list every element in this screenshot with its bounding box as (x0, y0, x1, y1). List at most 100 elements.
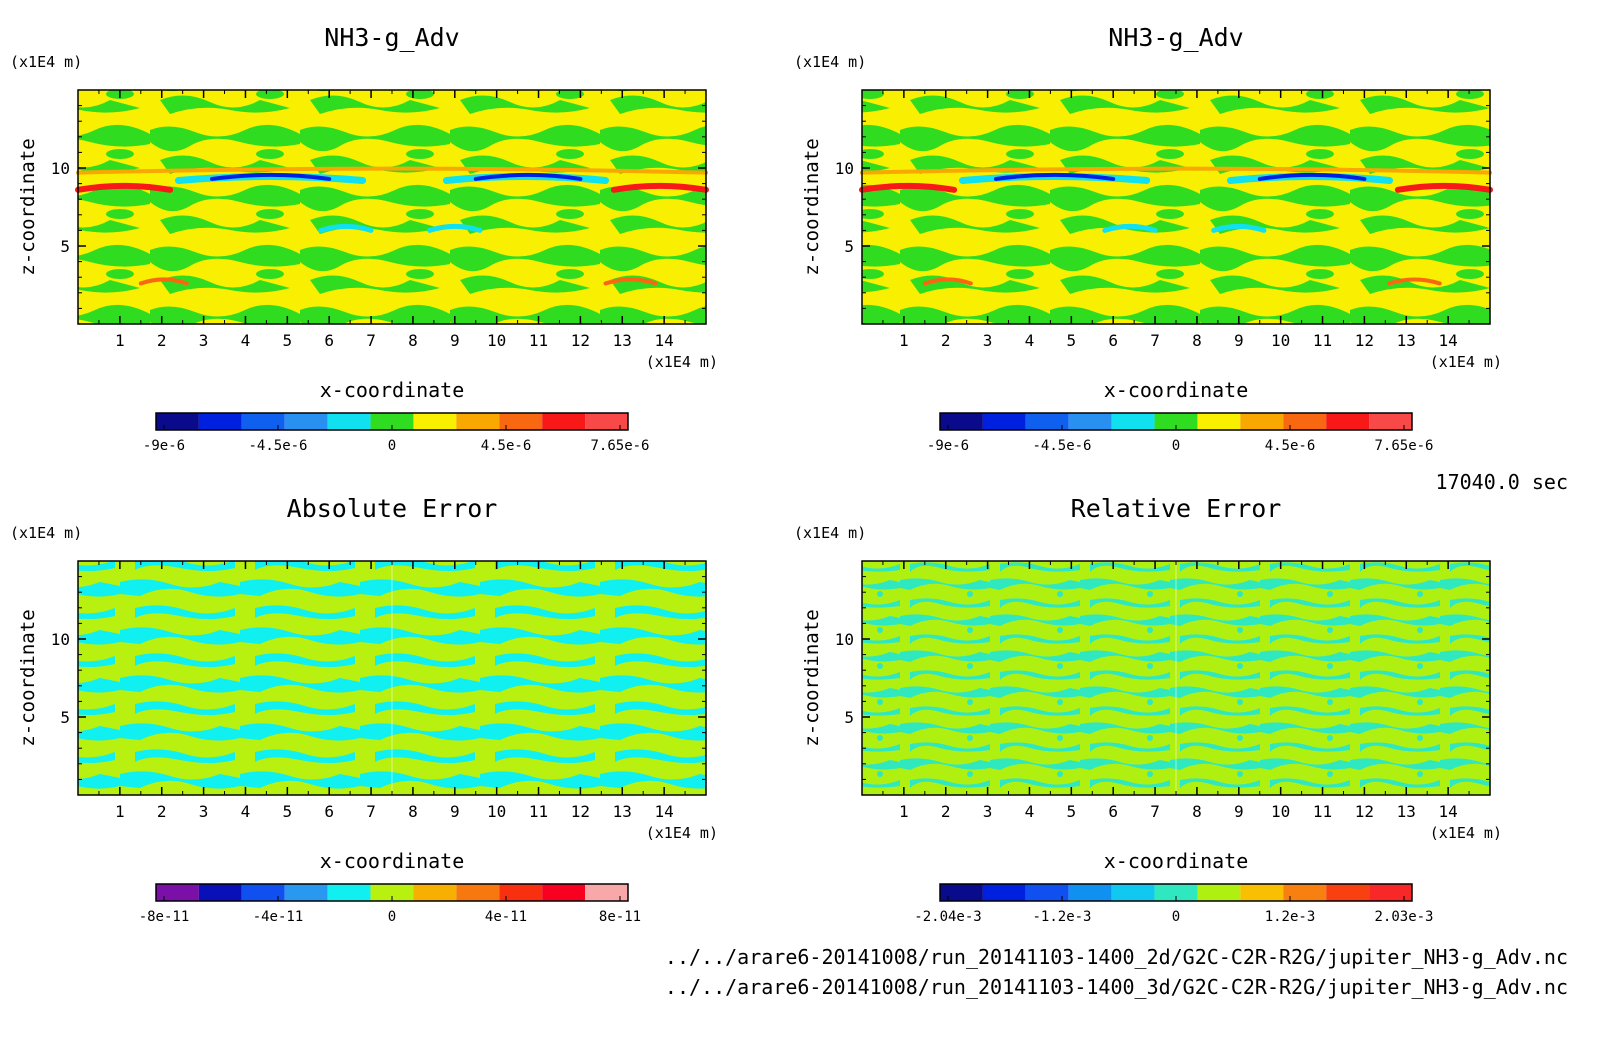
colorbar-segment (241, 413, 285, 430)
x-tick-label: 4 (241, 331, 251, 350)
colorbar-segment (982, 884, 1026, 901)
x-tick-label: 1 (115, 802, 125, 821)
field-feature (993, 172, 1116, 181)
footer-file-path-3d: ../../arare6-20141008/run_20141103-1400_… (664, 975, 1568, 999)
y-tick-label: 10 (835, 159, 854, 178)
x-unit-label: (x1E4 m) (646, 353, 718, 371)
colorbar-segment (456, 413, 500, 430)
y-unit-label: (x1E4 m) (794, 524, 866, 542)
x-unit-label: (x1E4 m) (1430, 824, 1502, 842)
colorbar-segment (940, 413, 983, 430)
colorbar-segment (1025, 884, 1069, 901)
field-feature (1102, 223, 1158, 233)
x-tick-label: 14 (655, 331, 674, 350)
colorbar-tick-label: -4.5e-6 (248, 438, 307, 454)
colorbar-tick-label: 0 (1172, 909, 1180, 925)
colorbar-segment (542, 884, 586, 901)
x-tick-label: 11 (1313, 802, 1332, 821)
x-tick-label: 6 (324, 802, 334, 821)
footer-file-path-2d: ../../arare6-20141008/run_20141103-1400_… (664, 945, 1568, 969)
field-feature (209, 172, 332, 181)
x-axis-label: x-coordinate (1104, 378, 1249, 402)
field-feature (427, 223, 483, 233)
colorbar-segment (156, 413, 199, 430)
colorbar-tick-label: -4.5e-6 (1032, 438, 1091, 454)
x-tick-label: 11 (1313, 331, 1332, 350)
heatmap-field (862, 561, 1490, 795)
colorbar-tick-label: -9e-6 (927, 438, 969, 454)
x-tick-label: 11 (529, 802, 548, 821)
colorbar-segment (1025, 413, 1069, 430)
y-unit-label: (x1E4 m) (10, 524, 82, 542)
colorbar-segment (940, 884, 983, 901)
colorbar-segment (585, 884, 628, 901)
colorbar-segment (499, 884, 543, 901)
colorbar-segment (1154, 413, 1198, 430)
x-tick-label: 5 (283, 802, 293, 821)
chart-panel-1: NH3-g_Adv(x1E4 m)1 2 3 4 5 6 7 8 9 10 11 12 13 14510(… (10, 23, 718, 454)
x-tick-label: 12 (1355, 331, 1374, 350)
field-feature (1394, 182, 1493, 193)
colorbar-tick-label: 4e-11 (485, 909, 527, 925)
colorbar-segment (198, 413, 242, 430)
colorbar-tick-label: 4.5e-6 (481, 438, 532, 454)
x-tick-label: 2 (941, 331, 951, 350)
y-tick-label: 10 (51, 159, 70, 178)
x-tick-label: 12 (571, 802, 590, 821)
x-tick-label: 6 (1108, 331, 1118, 350)
colorbar-segment (1240, 413, 1284, 430)
x-tick-label: 11 (529, 331, 548, 350)
colorbar-segment (413, 413, 457, 430)
x-axis-label: x-coordinate (320, 849, 465, 873)
x-tick-label: 4 (1025, 802, 1035, 821)
x-tick-label: 3 (983, 802, 993, 821)
field-feature (610, 182, 709, 193)
x-tick-label: 7 (366, 331, 376, 350)
x-tick-label: 10 (487, 331, 506, 350)
x-tick-label: 9 (450, 802, 460, 821)
field-feature (75, 182, 174, 193)
colorbar-tick-label: 0 (388, 909, 396, 925)
colorbar-segment (1369, 413, 1412, 430)
colorbar-segment (1240, 884, 1284, 901)
field-feature (473, 172, 583, 181)
colorbar-segment (456, 884, 500, 901)
chart-title: Relative Error (1071, 494, 1282, 523)
x-tick-label: 5 (283, 331, 293, 350)
colorbar-tick-label: 7.65e-6 (590, 438, 649, 454)
x-tick-label: 14 (1439, 331, 1458, 350)
field-feature (174, 172, 367, 184)
x-tick-label: 13 (1397, 331, 1416, 350)
time-label: 17040.0 sec (1435, 470, 1568, 494)
chart-title: NH3-g_Adv (1108, 23, 1243, 52)
x-tick-label: 13 (1397, 802, 1416, 821)
chart-panel-4: Relative Error(x1E4 m)1 2 3 4 5 6 7 8 9 10 11 12 13 1… (794, 494, 1502, 925)
y-tick-label: 5 (844, 708, 854, 727)
colorbar-tick-label: -4e-11 (253, 909, 304, 925)
x-tick-label: 1 (899, 802, 909, 821)
colorbar-segment (241, 884, 285, 901)
colorbar-segment (542, 413, 586, 430)
heatmap-field (78, 90, 706, 324)
x-unit-label: (x1E4 m) (646, 824, 718, 842)
x-axis-label: x-coordinate (320, 378, 465, 402)
field-feature (138, 277, 189, 286)
x-tick-label: 13 (613, 802, 632, 821)
x-tick-label: 8 (408, 331, 418, 350)
x-unit-label: (x1E4 m) (1430, 353, 1502, 371)
x-tick-label: 14 (1439, 802, 1458, 821)
field-feature (76, 166, 708, 175)
field-feature (922, 277, 973, 286)
colorbar-segment (284, 884, 328, 901)
colorbar-segment (1197, 413, 1241, 430)
x-tick-label: 7 (1150, 331, 1160, 350)
colorbar-segment (413, 884, 457, 901)
field-feature (859, 182, 958, 193)
x-tick-label: 12 (571, 331, 590, 350)
heatmap-field (862, 90, 1490, 324)
colorbar-tick-label: 8e-11 (599, 909, 641, 925)
x-tick-label: 13 (613, 331, 632, 350)
colorbar-segment (1326, 884, 1370, 901)
x-tick-label: 8 (408, 802, 418, 821)
x-tick-label: 3 (199, 802, 209, 821)
